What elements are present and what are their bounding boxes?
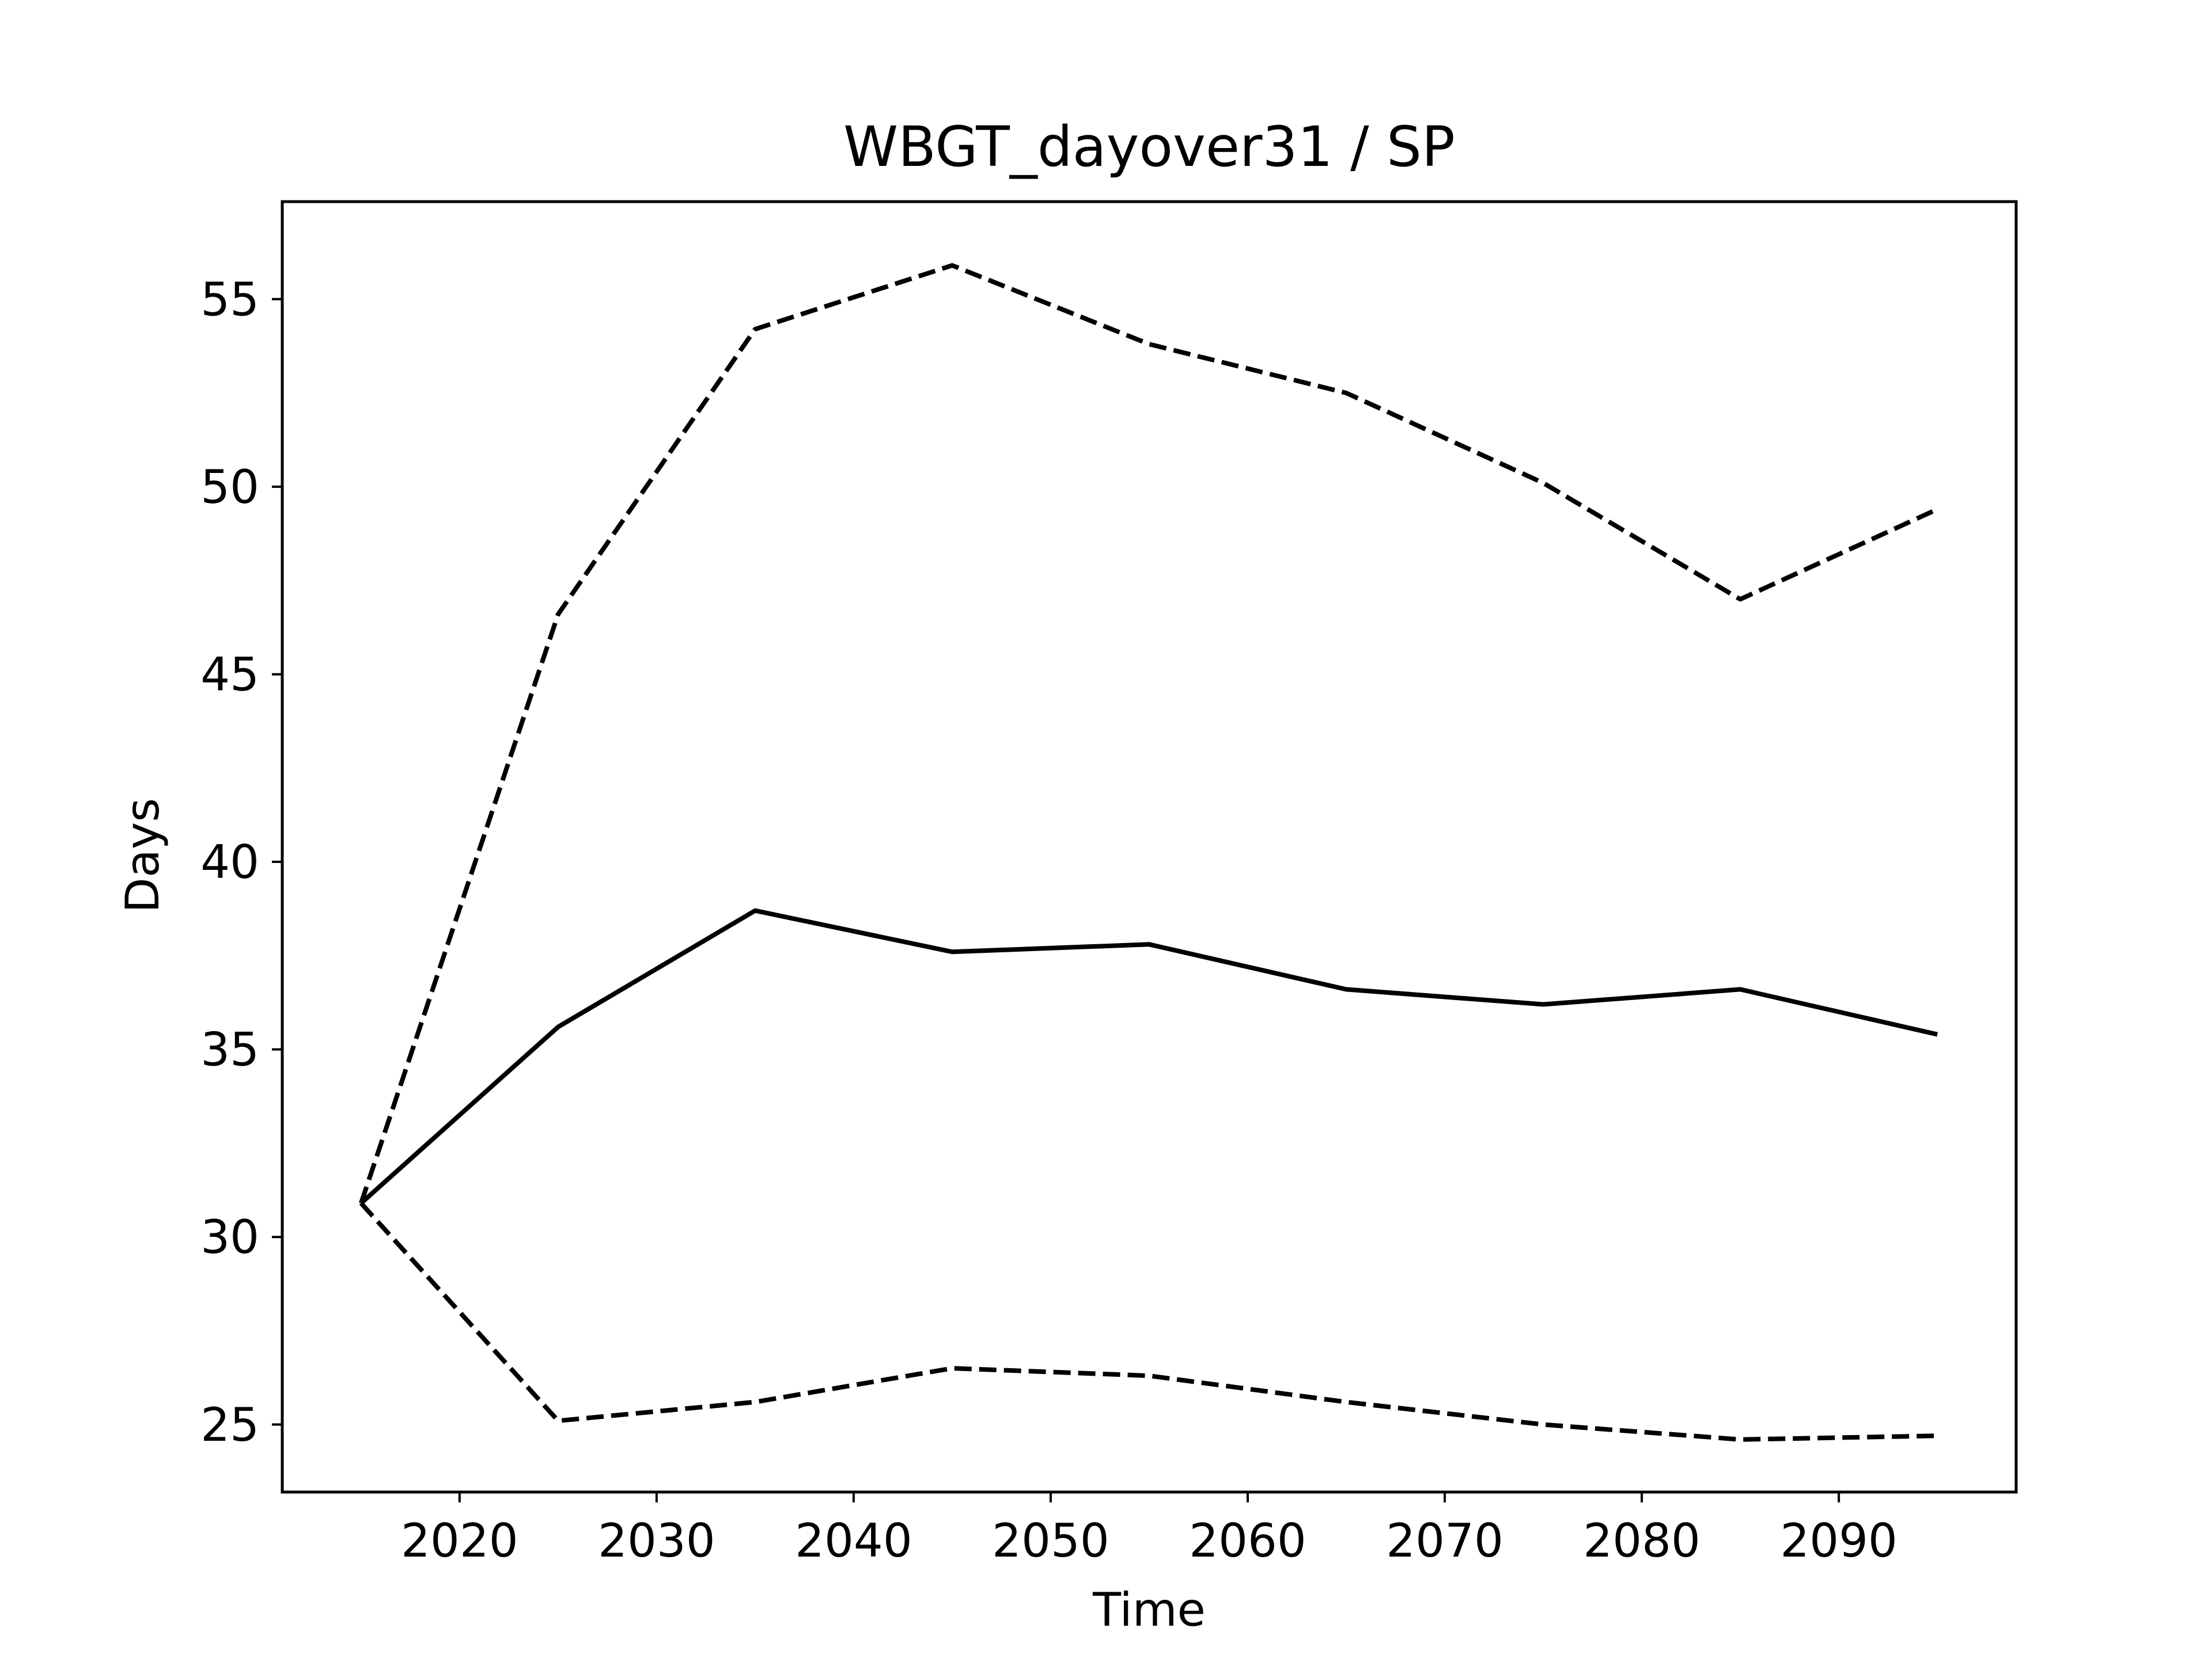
x-axis-label: Time [1092, 1583, 1206, 1637]
x-tick-label-2040: 2040 [795, 1514, 912, 1568]
series-line-2-dashed [359, 263, 1938, 1204]
y-tick-label-45: 45 [200, 648, 259, 701]
x-tick-label-2030: 2030 [598, 1514, 715, 1568]
y-tick-label-40: 40 [200, 835, 259, 889]
x-tick-label-2060: 2060 [1189, 1514, 1306, 1568]
series-line-1-solid [359, 908, 1938, 1205]
x-tick-label-2090: 2090 [1780, 1514, 1897, 1568]
series-line-3-dashed [359, 1201, 1938, 1442]
y-tick-label-35: 35 [200, 1023, 259, 1077]
y-tick-label-50: 50 [200, 460, 259, 514]
tick-layer: 2020 2030 2040 2050 2060 2070 2080 2090 25 30 35 40… [200, 272, 1897, 1568]
chart-title: WBGT_dayover31 / SP [843, 115, 1455, 179]
plot-frame [281, 200, 2018, 1494]
x-tick-label-2070: 2070 [1386, 1514, 1503, 1568]
y-tick-label-25: 25 [200, 1398, 259, 1452]
series-layer [359, 263, 1938, 1442]
y-axis-label: Days [116, 798, 169, 913]
y-tick-label-55: 55 [200, 272, 259, 326]
y-tick-label-30: 30 [200, 1210, 259, 1264]
x-tick-label-2050: 2050 [992, 1514, 1109, 1568]
x-tick-label-2080: 2080 [1583, 1514, 1700, 1568]
x-tick-label-2020: 2020 [401, 1514, 518, 1568]
